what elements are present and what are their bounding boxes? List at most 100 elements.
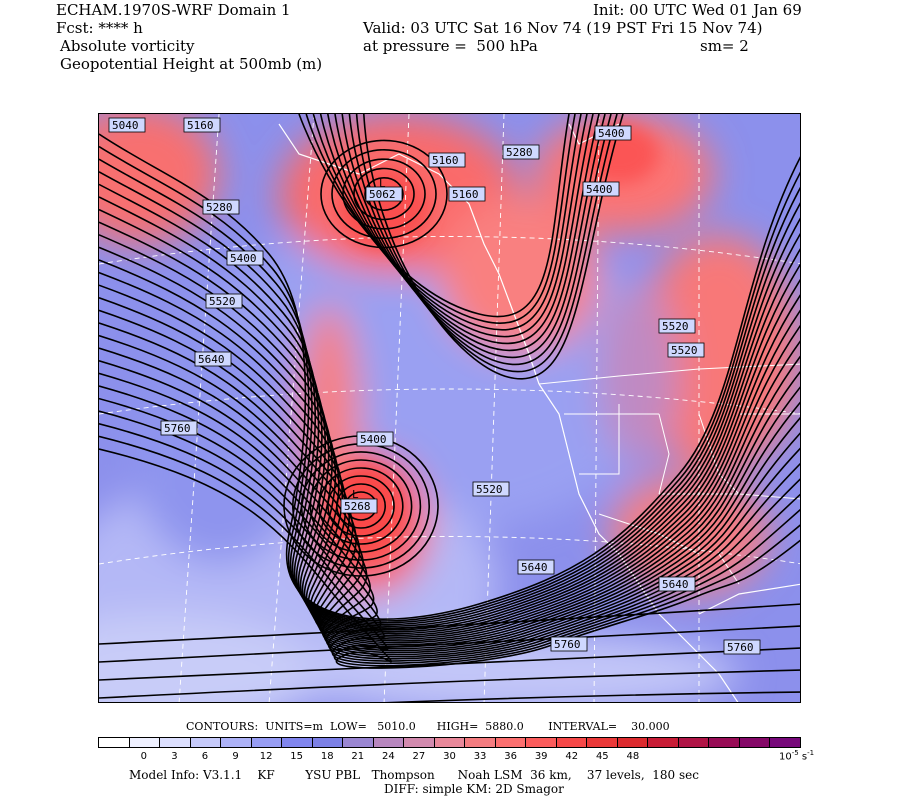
colorbar-cell bbox=[617, 738, 649, 747]
contour-line bbox=[99, 246, 800, 637]
contour-line bbox=[305, 114, 576, 324]
contour-label: 5400 bbox=[226, 250, 264, 266]
contour-label: 5400 bbox=[582, 181, 620, 197]
colorbar-cell bbox=[678, 738, 710, 747]
contour-label: 5640 bbox=[517, 559, 555, 575]
contour-label: 5280 bbox=[202, 199, 240, 215]
colorbar-cell bbox=[221, 738, 252, 747]
contour-label: 5760 bbox=[160, 420, 198, 436]
contour-line bbox=[298, 114, 570, 318]
contour-label: 5160 bbox=[448, 186, 486, 202]
contour-label: 5160 bbox=[183, 117, 221, 133]
colorbar-cell bbox=[434, 738, 466, 747]
svg-text:5760: 5760 bbox=[727, 641, 754, 654]
svg-text:5280: 5280 bbox=[506, 146, 533, 159]
contour-line bbox=[312, 114, 582, 331]
svg-text:5040: 5040 bbox=[112, 119, 139, 132]
vorticity-map: L 5062 L 5268 5040 5160 5160 5160 5280 5… bbox=[98, 113, 801, 703]
svg-text:5520: 5520 bbox=[476, 483, 503, 496]
contour-label: 5520 bbox=[667, 342, 705, 358]
field-name-shaded: Absolute vorticity bbox=[60, 37, 195, 55]
colorbar-tick-label: 12 bbox=[259, 751, 273, 762]
low-center-1: L 5062 bbox=[365, 177, 403, 202]
colorbar-tick-label: 39 bbox=[534, 751, 548, 762]
contour-line bbox=[384, 691, 800, 702]
contour-label: 5160 bbox=[428, 152, 466, 168]
contour-line bbox=[99, 196, 800, 629]
contour-line bbox=[99, 309, 800, 646]
svg-text:5520: 5520 bbox=[662, 320, 689, 333]
colorbar-tick-label: 6 bbox=[201, 751, 209, 762]
svg-text:5760: 5760 bbox=[164, 422, 191, 435]
contour-line bbox=[99, 334, 800, 650]
contour-line bbox=[319, 114, 588, 338]
contour-line bbox=[99, 360, 800, 654]
colorbar-units: 10-5 s-1 bbox=[779, 749, 815, 763]
svg-text:5160: 5160 bbox=[432, 154, 459, 167]
model-info: Model Info: V3.1.1 KF YSU PBL Thompson N… bbox=[129, 768, 699, 782]
colorbar-tick-label: 24 bbox=[381, 751, 395, 762]
colorbar-tick-label: 3 bbox=[171, 751, 178, 762]
colorbar-tick-label: 42 bbox=[565, 751, 579, 762]
colorbar-tick-label: 33 bbox=[473, 751, 487, 762]
colorbar-cell bbox=[556, 738, 588, 747]
svg-text:5520: 5520 bbox=[209, 295, 236, 308]
contour-label: 5640 bbox=[194, 351, 232, 367]
smoothing-value: sm= 2 bbox=[700, 37, 749, 55]
svg-text:5640: 5640 bbox=[521, 561, 548, 574]
svg-text:5400: 5400 bbox=[598, 127, 625, 140]
contour-line bbox=[348, 114, 612, 366]
contour-line bbox=[327, 475, 395, 537]
svg-text:5280: 5280 bbox=[206, 201, 233, 214]
model-title: ECHAM.1970S-WRF Domain 1 bbox=[56, 1, 291, 19]
contour-line bbox=[99, 385, 800, 658]
colorbar-cell bbox=[251, 738, 283, 747]
contour-label: 5640 bbox=[658, 576, 696, 592]
low-marker-1: L bbox=[379, 177, 386, 190]
init-time: Init: 00 UTC Wed 01 Jan 69 bbox=[593, 1, 802, 19]
svg-text:5160: 5160 bbox=[187, 119, 214, 132]
svg-text:5400: 5400 bbox=[230, 252, 257, 265]
contour-line bbox=[99, 271, 800, 640]
colorbar-cell bbox=[404, 738, 435, 747]
contour-label: 5400 bbox=[594, 125, 632, 141]
contour-label: 5760 bbox=[550, 636, 588, 652]
low-value-2: 5268 bbox=[344, 500, 371, 513]
contour-line bbox=[99, 625, 800, 663]
contour-labels: 5040 5160 5160 5160 5280 5280 5400 5400 … bbox=[108, 117, 761, 655]
contour-label: 5520 bbox=[658, 318, 696, 334]
colorbar-tick-label: 15 bbox=[290, 751, 304, 762]
valid-time: Valid: 03 UTC Sat 16 Nov 74 (19 PST Fri … bbox=[363, 19, 763, 37]
contour-line bbox=[353, 167, 415, 221]
contour-line bbox=[99, 603, 800, 645]
contour-line bbox=[99, 221, 800, 633]
colorbar-cell bbox=[587, 738, 618, 747]
colorbar-cell bbox=[282, 738, 313, 747]
contour-line bbox=[99, 347, 800, 652]
svg-text:5400: 5400 bbox=[360, 433, 387, 446]
contour-info: CONTOURS: UNITS=m LOW= 5010.0 HIGH= 5880… bbox=[186, 720, 670, 733]
pressure-level: at pressure = 500 hPa bbox=[363, 37, 538, 55]
contour-line bbox=[99, 322, 800, 648]
contour-line bbox=[327, 114, 594, 345]
colorbar-cell bbox=[495, 738, 527, 747]
contour-label: 5400 bbox=[356, 431, 394, 447]
forecast-hour: Fcst: **** h bbox=[56, 19, 143, 37]
colorbar-cell bbox=[770, 738, 800, 747]
colorbar-cell bbox=[526, 738, 557, 747]
vorticity-colorbar bbox=[98, 737, 801, 748]
colorbar-cell bbox=[648, 738, 679, 747]
colorbar-cell bbox=[709, 738, 740, 747]
colorbar-tick-label: 9 bbox=[232, 751, 239, 762]
low-center-2: L 5268 bbox=[340, 488, 378, 514]
colorbar-cell bbox=[343, 738, 374, 747]
colorbar-ticks: 0 3 6 9 12 15 18 21 24 27 30 33 36 39 42 45 48 bbox=[98, 751, 801, 765]
colorbar-cell bbox=[190, 738, 222, 747]
colorbar-tick-label: 45 bbox=[595, 751, 609, 762]
colorbar-cell bbox=[129, 738, 161, 747]
contour-line bbox=[99, 448, 800, 669]
contour-line bbox=[331, 149, 437, 239]
colorbar-tick-label: 48 bbox=[626, 751, 640, 762]
svg-text:5160: 5160 bbox=[452, 188, 479, 201]
colorbar-cell bbox=[465, 738, 496, 747]
